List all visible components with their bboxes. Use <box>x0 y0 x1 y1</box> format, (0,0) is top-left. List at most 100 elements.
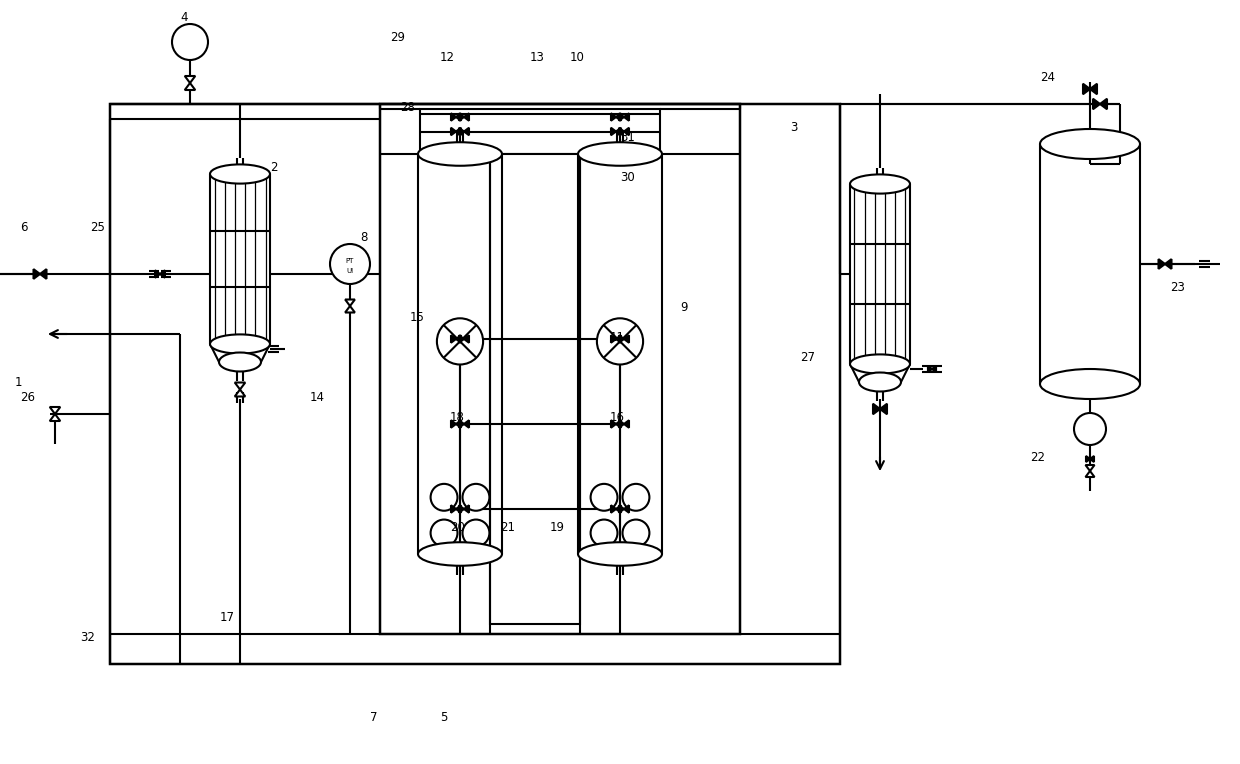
Polygon shape <box>456 113 461 121</box>
Polygon shape <box>464 128 469 135</box>
Text: 27: 27 <box>800 351 815 364</box>
Bar <box>490 154 580 624</box>
Polygon shape <box>611 335 616 343</box>
Text: 1: 1 <box>15 376 22 389</box>
Text: 9: 9 <box>680 301 687 314</box>
Polygon shape <box>451 335 456 343</box>
Polygon shape <box>464 420 469 428</box>
Ellipse shape <box>418 542 502 566</box>
Polygon shape <box>345 306 355 312</box>
Text: 26: 26 <box>20 391 35 404</box>
Polygon shape <box>619 505 624 513</box>
Polygon shape <box>459 335 464 343</box>
Text: 11: 11 <box>610 331 625 344</box>
Circle shape <box>172 24 208 60</box>
Bar <box>420 109 660 154</box>
Polygon shape <box>345 299 355 306</box>
Polygon shape <box>873 403 880 414</box>
Polygon shape <box>185 83 195 90</box>
Text: 3: 3 <box>790 121 797 134</box>
Polygon shape <box>464 505 469 513</box>
Polygon shape <box>451 128 456 135</box>
Text: 13: 13 <box>529 51 544 64</box>
Text: 23: 23 <box>1171 281 1185 294</box>
Circle shape <box>622 484 650 511</box>
Polygon shape <box>459 420 464 428</box>
Circle shape <box>596 319 644 364</box>
Polygon shape <box>1158 259 1166 269</box>
Text: 25: 25 <box>91 221 105 234</box>
Ellipse shape <box>849 174 910 193</box>
Text: 29: 29 <box>391 31 405 44</box>
Polygon shape <box>459 113 464 121</box>
Polygon shape <box>40 269 47 279</box>
Polygon shape <box>616 420 621 428</box>
Polygon shape <box>50 407 61 414</box>
Polygon shape <box>624 128 629 135</box>
Polygon shape <box>616 128 621 135</box>
Polygon shape <box>451 505 456 513</box>
Polygon shape <box>160 270 165 277</box>
Text: 18: 18 <box>450 411 465 424</box>
Polygon shape <box>619 113 624 121</box>
Polygon shape <box>155 270 160 277</box>
Circle shape <box>430 520 458 546</box>
Text: 4: 4 <box>180 11 187 24</box>
Polygon shape <box>880 403 887 414</box>
Polygon shape <box>50 414 61 421</box>
Polygon shape <box>451 113 456 121</box>
Polygon shape <box>464 113 469 121</box>
Polygon shape <box>459 128 464 135</box>
Ellipse shape <box>219 352 260 371</box>
Circle shape <box>436 319 484 364</box>
Text: 10: 10 <box>570 51 585 64</box>
Polygon shape <box>619 335 624 343</box>
Polygon shape <box>611 505 616 513</box>
Circle shape <box>622 520 650 546</box>
Text: 31: 31 <box>620 131 635 144</box>
Polygon shape <box>624 335 629 343</box>
Circle shape <box>330 244 370 284</box>
Text: PT: PT <box>346 258 355 264</box>
Text: 12: 12 <box>440 51 455 64</box>
Polygon shape <box>619 420 624 428</box>
Polygon shape <box>616 505 621 513</box>
Polygon shape <box>624 113 629 121</box>
Text: 20: 20 <box>450 521 465 534</box>
Polygon shape <box>616 335 621 343</box>
Polygon shape <box>1090 456 1094 462</box>
Polygon shape <box>611 113 616 121</box>
Text: 8: 8 <box>360 231 367 244</box>
Polygon shape <box>611 128 616 135</box>
Polygon shape <box>456 128 461 135</box>
Circle shape <box>463 520 490 546</box>
Polygon shape <box>1085 465 1095 471</box>
Circle shape <box>590 520 618 546</box>
Ellipse shape <box>210 335 270 354</box>
Polygon shape <box>1100 99 1107 109</box>
Polygon shape <box>234 383 246 390</box>
Ellipse shape <box>578 542 662 566</box>
Text: 5: 5 <box>440 711 448 724</box>
Polygon shape <box>459 505 464 513</box>
Polygon shape <box>619 128 624 135</box>
Text: 24: 24 <box>1040 71 1055 84</box>
Polygon shape <box>451 420 456 428</box>
Polygon shape <box>928 366 932 372</box>
Text: UI: UI <box>346 268 353 274</box>
Circle shape <box>463 484 490 511</box>
Polygon shape <box>1092 99 1100 109</box>
Polygon shape <box>456 505 461 513</box>
Bar <box>379 104 740 634</box>
Polygon shape <box>624 420 629 428</box>
Polygon shape <box>624 505 629 513</box>
Polygon shape <box>1166 259 1172 269</box>
Ellipse shape <box>849 354 910 374</box>
Ellipse shape <box>418 142 502 166</box>
Ellipse shape <box>859 373 901 391</box>
Text: 6: 6 <box>20 221 27 234</box>
Polygon shape <box>932 366 936 372</box>
Ellipse shape <box>578 142 662 166</box>
Text: 14: 14 <box>310 391 325 404</box>
Polygon shape <box>456 420 461 428</box>
